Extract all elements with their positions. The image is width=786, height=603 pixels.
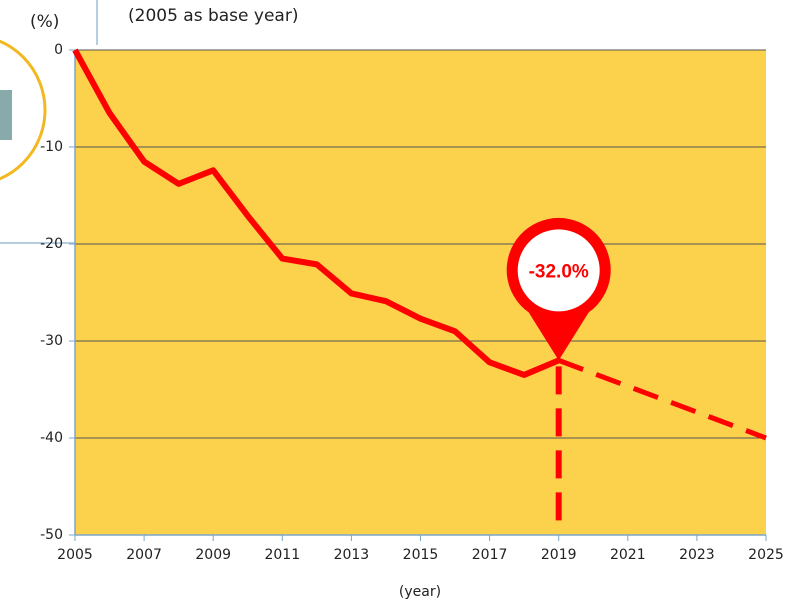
x-tick-label: 2009 bbox=[195, 547, 231, 563]
x-axis-label: (year) bbox=[399, 584, 441, 600]
x-tick-label: 2025 bbox=[748, 547, 784, 563]
y-tick-label: -40 bbox=[40, 430, 63, 446]
x-tick-label: 2007 bbox=[126, 547, 162, 563]
x-tick-label: 2013 bbox=[334, 547, 370, 563]
decor-image bbox=[0, 90, 12, 140]
y-tick-label: 0 bbox=[54, 42, 63, 58]
x-tick-label: 2023 bbox=[679, 547, 715, 563]
y-tick-label: -10 bbox=[40, 139, 63, 155]
x-tick-label: 2019 bbox=[541, 547, 577, 563]
x-tick-label: 2017 bbox=[472, 547, 508, 563]
plot-background bbox=[75, 50, 766, 535]
y-tick-label: -50 bbox=[40, 527, 63, 543]
annotation-label: -32.0% bbox=[529, 261, 589, 282]
x-tick-label: 2021 bbox=[610, 547, 646, 563]
x-tick-label: 2005 bbox=[57, 547, 93, 563]
chart-subtitle: (2005 as base year) bbox=[128, 6, 298, 26]
y-tick-label: -30 bbox=[40, 333, 63, 349]
x-tick-label: 2011 bbox=[264, 547, 300, 563]
y-tick-label: -20 bbox=[40, 236, 63, 252]
x-tick-label: 2015 bbox=[403, 547, 439, 563]
y-unit-label: (%) bbox=[30, 12, 59, 32]
chart: (2005 as base year) (%) (year) 0 -10 -20 -3… bbox=[0, 0, 786, 603]
